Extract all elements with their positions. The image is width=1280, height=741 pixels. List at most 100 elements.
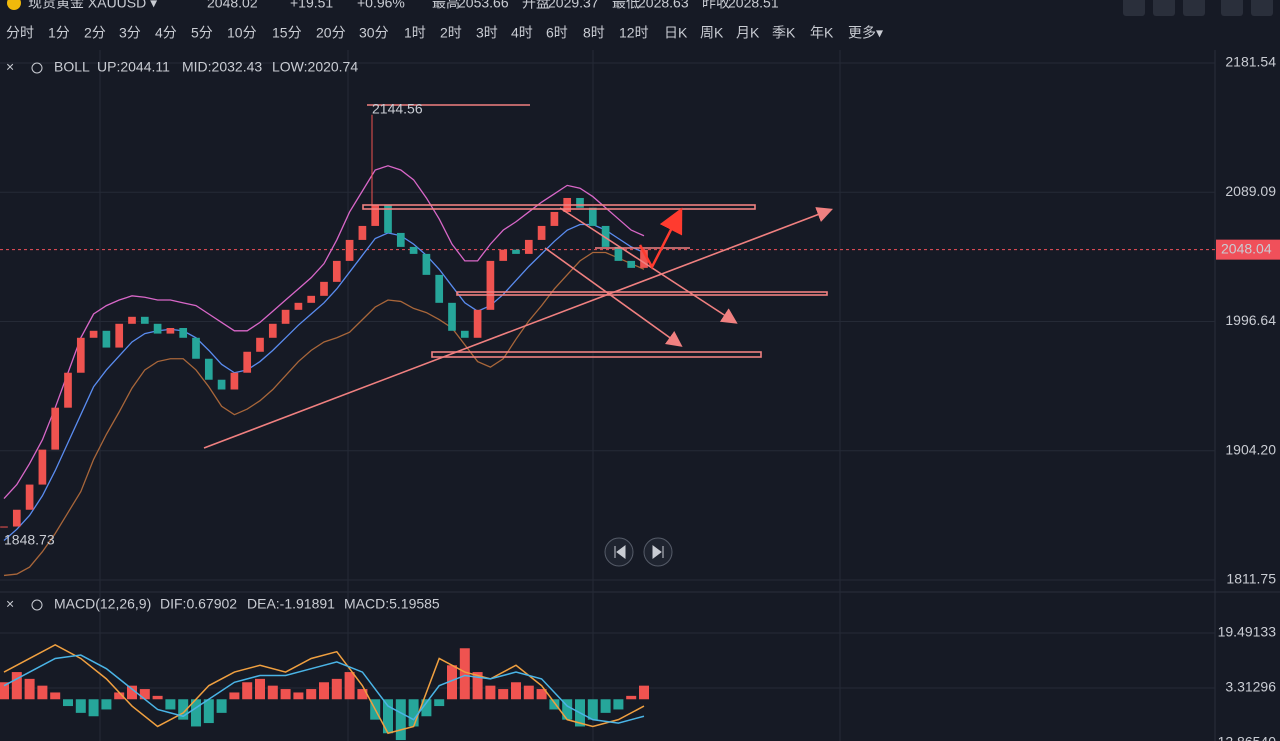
macd-bar (88, 699, 99, 717)
next-icon (652, 545, 664, 559)
macd-bar (114, 692, 125, 700)
macd-tick-label: -12.86540 (1213, 734, 1276, 741)
close-button[interactable] (1251, 0, 1273, 16)
macd-bar (165, 699, 176, 710)
macd-bar (319, 682, 329, 700)
price-tick-label: 1904.20 (1225, 441, 1276, 457)
timeframe-tab[interactable]: 分时 (6, 25, 34, 41)
timeframe-tab[interactable]: 1分 (48, 25, 70, 41)
boll-legend: × BOLL UP:2044.11 MID:2032.43 LOW:2020.7… (6, 59, 358, 75)
candle (230, 372, 239, 390)
macd-bar (613, 699, 624, 710)
timeframe-tab[interactable]: 12时 (619, 25, 649, 41)
timeframe-tab[interactable]: 3时 (476, 25, 498, 41)
macd-bar (139, 689, 150, 700)
tool-button[interactable] (1183, 0, 1205, 16)
candle (166, 327, 175, 334)
macd-bar (178, 699, 189, 720)
macd-bar (306, 689, 317, 700)
macd-bar (549, 699, 560, 710)
macd-bar (523, 685, 534, 700)
symbol[interactable]: 现货黄金 XAUUSD ▾ (28, 0, 157, 11)
timeframe-tab[interactable]: 4时 (511, 25, 533, 41)
close-indicator[interactable]: × (6, 596, 14, 612)
level-box (362, 204, 756, 210)
timeframe-tab[interactable]: 5分 (191, 25, 213, 41)
macd-bar (24, 678, 35, 700)
change-pct: +0.96% (357, 0, 405, 11)
level-box (456, 291, 828, 296)
timeframe-tab[interactable]: 月K (736, 25, 760, 41)
candle (640, 249, 648, 268)
macd-bar (203, 699, 214, 724)
candle (0, 526, 8, 528)
macd-bar (587, 699, 598, 720)
macd-dea: DEA:-1.91891 (247, 596, 335, 612)
candle (128, 316, 136, 324)
timeframe-tab[interactable]: 6时 (546, 25, 568, 41)
timeframe-tab[interactable]: 4分 (155, 25, 177, 41)
timeframe-tab[interactable]: 10分 (227, 25, 257, 41)
candle (179, 327, 188, 338)
tool-button[interactable] (1153, 0, 1175, 16)
timeframe-tab[interactable]: 30分 (359, 25, 389, 41)
last-price: 2048.02 (207, 0, 258, 11)
timeframe-tab[interactable]: 更多▾ (848, 25, 883, 41)
macd-bar (101, 699, 112, 710)
timeframe-tab[interactable]: 8时 (583, 25, 605, 41)
timeframe-tab[interactable]: 年K (810, 25, 834, 41)
boll-lower (3, 251, 645, 577)
timeframe-tab[interactable]: 日K (664, 25, 688, 41)
settings-icon[interactable] (31, 599, 43, 611)
timeframe-tab[interactable]: 2分 (84, 25, 106, 41)
macd-dif (3, 644, 645, 735)
macd-value: MACD:5.19585 (344, 596, 440, 612)
macd-bar (75, 699, 86, 713)
candle (601, 225, 610, 247)
current-price-label: 2048.04 (1221, 240, 1272, 256)
tool-button[interactable] (1221, 0, 1243, 16)
timeframe-tab[interactable]: 季K (772, 25, 796, 41)
macd-bar (293, 692, 304, 700)
candle (576, 197, 584, 208)
stat-label: 最高 (432, 0, 460, 11)
timeframe-tab[interactable]: 周K (700, 25, 724, 41)
macd-bar (639, 685, 649, 700)
macd-bar (255, 678, 265, 700)
price-tick-label: 2181.54 (1225, 54, 1276, 70)
macd-bar (50, 692, 61, 700)
candle (358, 225, 367, 240)
candle (102, 330, 111, 348)
macd-dea (3, 654, 645, 724)
candle (512, 249, 520, 254)
boll-mid (3, 223, 645, 541)
macd-bar (357, 689, 368, 700)
stat-label: 开盘 (522, 0, 550, 11)
boll-low: LOW:2020.74 (272, 59, 358, 75)
candle (307, 295, 316, 303)
tool-button[interactable] (1123, 0, 1145, 16)
timeframe-tab[interactable]: 1时 (404, 25, 426, 41)
candle (614, 246, 623, 261)
timeframe-tab[interactable]: 2时 (440, 25, 462, 41)
macd-bar (511, 682, 521, 700)
close-indicator[interactable]: × (6, 59, 14, 75)
max-marker: 2144.56 (372, 101, 423, 117)
timeframe-tab[interactable]: 15分 (272, 25, 302, 41)
candle (345, 239, 354, 261)
timeframe-tab[interactable]: 3分 (119, 25, 141, 41)
stat-value: 2028.63 (638, 0, 689, 11)
candle (76, 337, 85, 373)
candle (448, 302, 456, 331)
timeframe-tab[interactable]: 20分 (316, 25, 346, 41)
stat-value: 2028.51 (728, 0, 779, 11)
macd-bar (63, 699, 73, 707)
settings-icon[interactable] (31, 62, 43, 74)
min-marker: 1848.73 (4, 532, 55, 548)
header: 现货黄金 XAUUSD ▾ 2048.02 +19.51 +0.96% 最高20… (7, 0, 1273, 16)
macd-legend: × MACD(12,26,9) DIF:0.67902 DEA:-1.91891… (6, 596, 440, 612)
trend-line (203, 207, 833, 449)
candle (435, 274, 444, 303)
macd-bar (536, 689, 547, 700)
